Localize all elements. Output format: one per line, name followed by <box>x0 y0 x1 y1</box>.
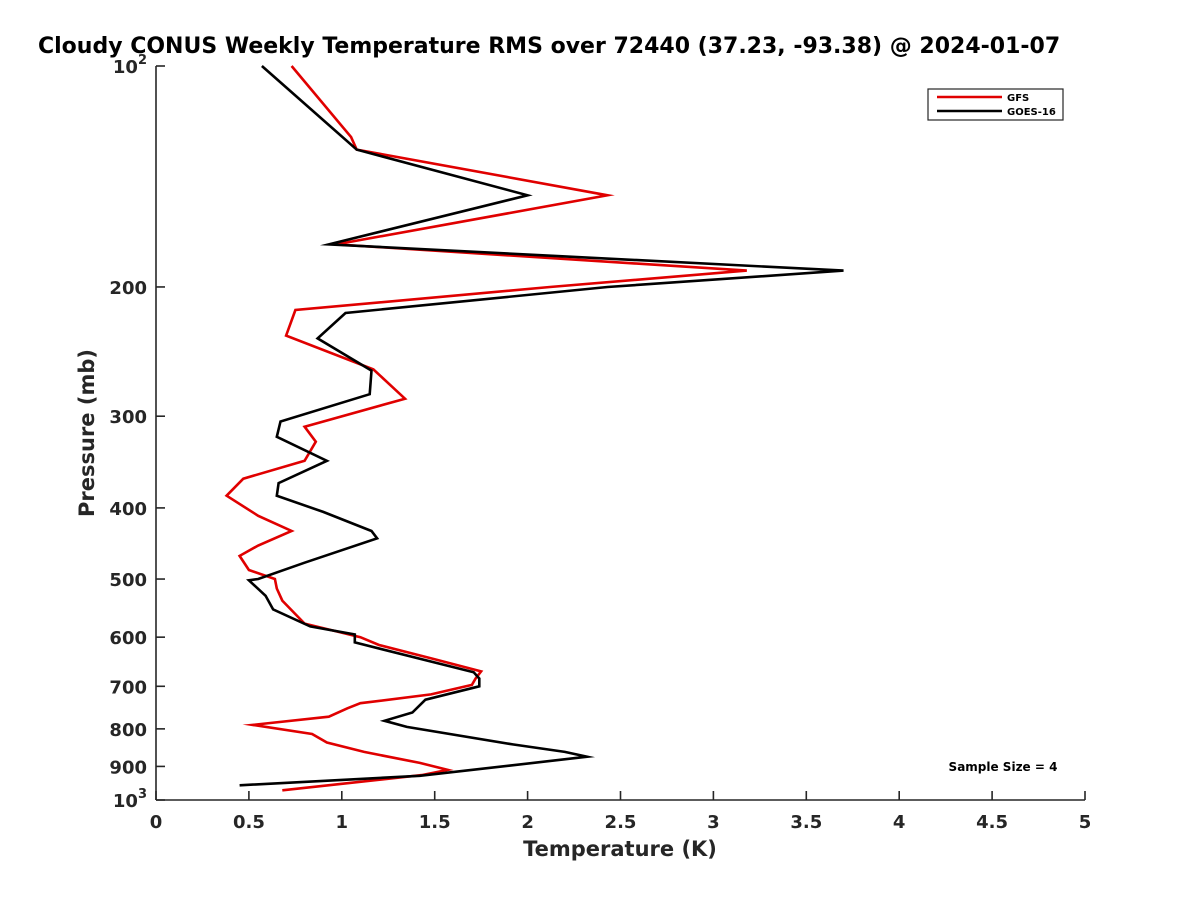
x-tick-label: 4 <box>893 812 906 833</box>
y-tick-label: 600 <box>109 628 147 649</box>
chart-title: Cloudy CONUS Weekly Temperature RMS over… <box>38 34 1060 59</box>
plot-area <box>155 66 1085 801</box>
y-tick-label: 103 <box>113 787 147 812</box>
y-tick-label: 102 <box>113 53 147 78</box>
series-line-gfs <box>224 65 747 792</box>
legend-box <box>927 88 1064 121</box>
x-tick-label: 0 <box>150 812 163 833</box>
legend: GFS GOES-16 <box>927 88 1064 121</box>
legend-label: GFS <box>1007 93 1029 104</box>
y-tick-exponent: 3 <box>138 787 147 802</box>
y-axis-label: Pressure (mb) <box>75 349 99 517</box>
y-tick-label: 800 <box>109 720 147 741</box>
y-tick-base: 10 <box>113 791 138 812</box>
x-tick-label: 3.5 <box>790 812 822 833</box>
x-tick-label: 1.5 <box>419 812 451 833</box>
y-tick-label: 300 <box>109 407 147 428</box>
x-tick-label: 2 <box>521 812 534 833</box>
x-axis-label: Temperature (K) <box>523 837 717 861</box>
sample-size-annotation: Sample Size = 4 <box>949 760 1058 774</box>
x-tick-label: 4.5 <box>976 812 1008 833</box>
x-tick-label: 3 <box>707 812 720 833</box>
y-tick-label: 200 <box>109 278 147 299</box>
x-ticks: 0 0.5 1 1.5 2 2.5 3 3.5 4 4.5 5 <box>150 791 1092 833</box>
legend-label: GOES-16 <box>1007 107 1056 118</box>
y-tick-label: 500 <box>109 570 147 591</box>
x-tick-label: 1 <box>336 812 349 833</box>
x-tick-label: 0.5 <box>233 812 265 833</box>
x-tick-label: 5 <box>1079 812 1092 833</box>
y-tick-base: 10 <box>113 57 138 78</box>
y-tick-label: 700 <box>109 677 147 698</box>
y-tick-label: 400 <box>109 499 147 520</box>
x-tick-label: 2.5 <box>605 812 637 833</box>
series-line-goes-16 <box>239 65 844 787</box>
y-tick-exponent: 2 <box>138 53 147 68</box>
series-layer <box>224 65 844 792</box>
y-tick-label: 900 <box>109 757 147 778</box>
